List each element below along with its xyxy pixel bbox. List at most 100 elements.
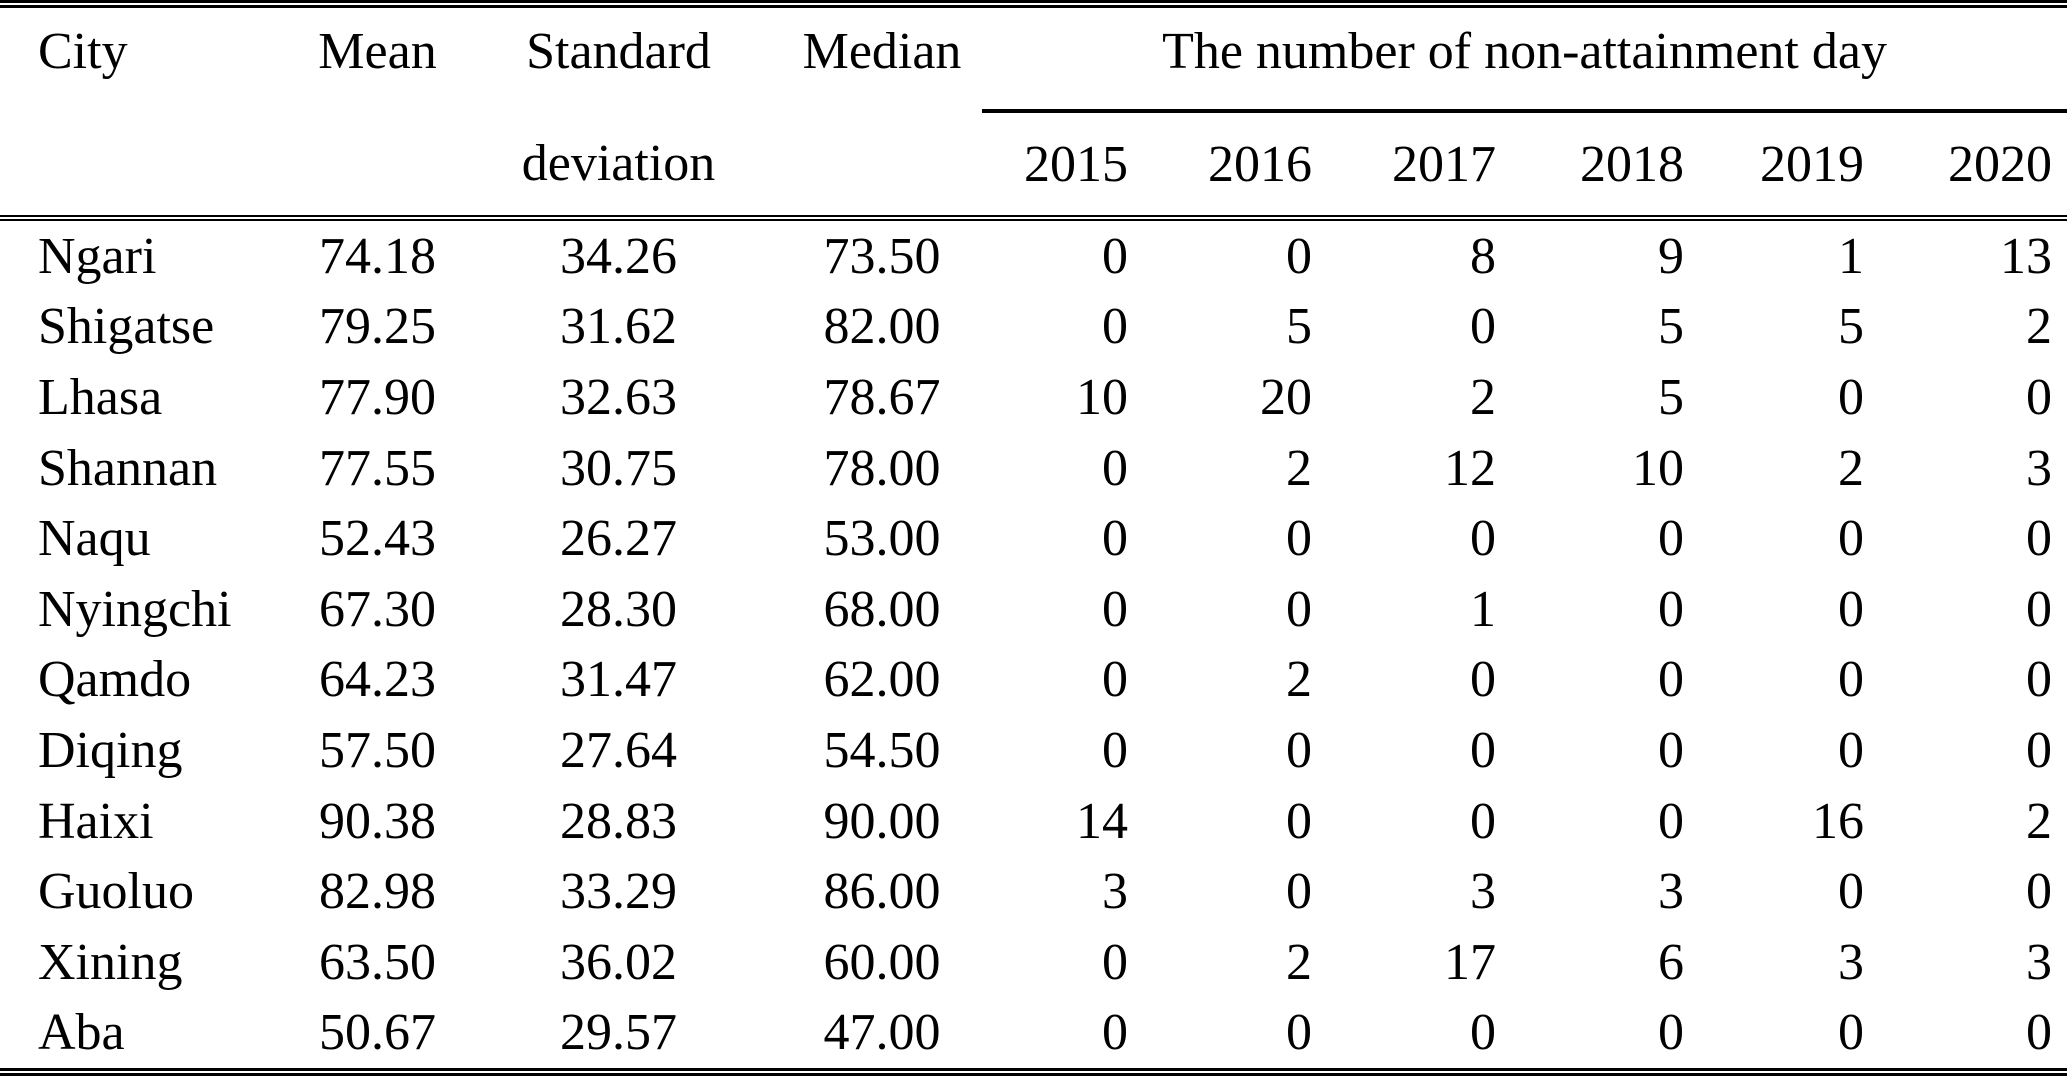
cell-std: 29.57 bbox=[455, 997, 782, 1076]
cell-day-2019: 0 bbox=[1838, 721, 1864, 779]
cell-city: Shigatse bbox=[38, 298, 215, 356]
cell-median: 53.00 bbox=[823, 510, 941, 568]
cell-std: 27.64 bbox=[560, 721, 677, 779]
cell-day-2019: 0 bbox=[1838, 510, 1864, 568]
cell-city: Aba bbox=[0, 997, 300, 1076]
cell-median: 62.00 bbox=[823, 651, 941, 709]
cell-city: Diqing bbox=[38, 721, 183, 779]
cell-median: 78.67 bbox=[823, 368, 941, 426]
cell-mean: 90.38 bbox=[319, 792, 436, 850]
header-median-blank bbox=[782, 111, 982, 221]
cell-median: 68.00 bbox=[823, 580, 941, 638]
table-row: Xining 63.50 36.02 60.00 0 2 17 6 3 3 bbox=[0, 927, 2067, 998]
cell-day-2020: 0 bbox=[2026, 368, 2053, 426]
cell-std: 34.26 bbox=[560, 227, 677, 285]
cell-day-2015: 0 bbox=[1102, 510, 1128, 568]
cell-day-2020: 0 bbox=[2026, 721, 2053, 779]
cell-city: Guoluo bbox=[38, 863, 194, 921]
cell-day-2019: 0 bbox=[1838, 580, 1864, 638]
cell-day-2020: 3 bbox=[2026, 933, 2053, 991]
cell-day-2017: 12 bbox=[1444, 439, 1496, 497]
header-city: City bbox=[0, 0, 300, 111]
cell-day-2020: 13 bbox=[2000, 227, 2053, 285]
table-row: Ngari 74.18 34.26 73.50 0 0 8 9 1 13 bbox=[0, 218, 2067, 292]
cell-day-2016: 2 bbox=[1286, 933, 1312, 991]
cell-std: 33.29 bbox=[560, 863, 677, 921]
cell-city: Nyingchi bbox=[38, 580, 232, 638]
header-non-attainment-group: The number of non-attainment day bbox=[982, 0, 2067, 113]
cell-std: 28.83 bbox=[560, 792, 677, 850]
header-year-2015: 2015 bbox=[982, 111, 1143, 221]
cell-mean: 79.25 bbox=[319, 298, 436, 356]
cell-city: Lhasa bbox=[38, 368, 163, 426]
cell-day-2015: 0 bbox=[1102, 651, 1128, 709]
cell-day-2018: 0 bbox=[1658, 580, 1684, 638]
cell-mean: 63.50 bbox=[319, 933, 436, 991]
cell-median: 54.50 bbox=[823, 721, 941, 779]
cell-day-2017: 0 bbox=[1470, 298, 1496, 356]
cell-day-2017: 17 bbox=[1444, 933, 1496, 991]
cell-day-2018: 5 bbox=[1658, 298, 1684, 356]
cell-day-2018: 3 bbox=[1658, 863, 1684, 921]
cell-day-2015: 0 bbox=[1102, 933, 1128, 991]
cell-day-2018: 6 bbox=[1658, 933, 1684, 991]
cell-city: Qamdo bbox=[38, 651, 192, 709]
cell-day-2017: 1 bbox=[1470, 580, 1496, 638]
table-row: Shannan 77.55 30.75 78.00 0 2 12 10 2 3 bbox=[0, 433, 2067, 504]
cell-mean: 74.18 bbox=[319, 227, 436, 285]
cell-day-2018: 9 bbox=[1658, 227, 1684, 285]
cell-day-2020: 2 bbox=[2026, 298, 2053, 356]
cell-std: 36.02 bbox=[560, 933, 677, 991]
cell-day-2018: 0 bbox=[1658, 721, 1684, 779]
cell-day-2016: 5 bbox=[1286, 298, 1312, 356]
cell-day-2017: 2 bbox=[1470, 368, 1496, 426]
cell-day-2019: 2 bbox=[1838, 439, 1864, 497]
table-row: Shigatse 79.25 31.62 82.00 0 5 0 5 5 2 bbox=[0, 292, 2067, 363]
cell-day-2016: 20 bbox=[1260, 368, 1312, 426]
cell-day-2019: 0 bbox=[1838, 651, 1864, 709]
cell-mean: 77.55 bbox=[319, 439, 436, 497]
cell-day-2016: 0 bbox=[1286, 227, 1312, 285]
cell-city: Naqu bbox=[38, 510, 151, 568]
cell-median: 60.00 bbox=[823, 933, 941, 991]
header-row-2: deviation 2015 2016 2017 2018 2019 2020 bbox=[0, 111, 2067, 221]
cell-day-2016: 2 bbox=[1286, 651, 1312, 709]
cell-median: 47.00 bbox=[782, 997, 982, 1076]
cell-city: Shannan bbox=[38, 439, 218, 497]
cell-day-2015: 3 bbox=[1102, 863, 1128, 921]
cell-day-2019: 0 bbox=[1838, 863, 1864, 921]
cell-day-2015: 0 bbox=[1102, 721, 1128, 779]
cell-day-2015: 0 bbox=[1102, 439, 1128, 497]
cell-std: 30.75 bbox=[560, 439, 677, 497]
cell-std: 28.30 bbox=[560, 580, 677, 638]
cell-day-2016: 0 bbox=[1286, 580, 1312, 638]
table-header: City Mean Standard Median The number of … bbox=[0, 0, 2067, 221]
cell-day-2018: 10 bbox=[1632, 439, 1684, 497]
cell-city: Ngari bbox=[38, 227, 157, 285]
cell-std: 31.47 bbox=[560, 651, 677, 709]
header-deviation: deviation bbox=[455, 111, 782, 221]
cell-day-2020: 0 bbox=[2026, 863, 2053, 921]
cell-day-2019: 5 bbox=[1838, 298, 1864, 356]
cell-day-2019: 1 bbox=[1838, 227, 1864, 285]
header-year-2020: 2020 bbox=[1879, 111, 2067, 221]
cell-day-2017: 0 bbox=[1470, 510, 1496, 568]
cell-median: 86.00 bbox=[823, 863, 941, 921]
cell-day-2019: 16 bbox=[1812, 792, 1864, 850]
cell-day-2016: 0 bbox=[1286, 863, 1312, 921]
header-standard: Standard bbox=[455, 0, 782, 111]
header-city-blank bbox=[0, 111, 300, 221]
table-row: Guoluo 82.98 33.29 86.00 3 0 3 3 0 0 bbox=[0, 856, 2067, 927]
cell-day-2019: 0 bbox=[1838, 368, 1864, 426]
table-row: Naqu 52.43 26.27 53.00 0 0 0 0 0 0 bbox=[0, 503, 2067, 574]
cell-day-2020: 3 bbox=[2026, 439, 2053, 497]
cell-mean: 77.90 bbox=[319, 368, 436, 426]
cell-median: 82.00 bbox=[823, 298, 941, 356]
header-year-2019: 2019 bbox=[1699, 111, 1879, 221]
cell-day-2020: 0 bbox=[2026, 510, 2053, 568]
cell-median: 73.50 bbox=[823, 227, 941, 285]
cell-day-2015: 0 bbox=[1102, 227, 1128, 285]
cell-day-2017: 0 bbox=[1470, 792, 1496, 850]
cell-day-2016: 0 bbox=[1143, 997, 1327, 1076]
